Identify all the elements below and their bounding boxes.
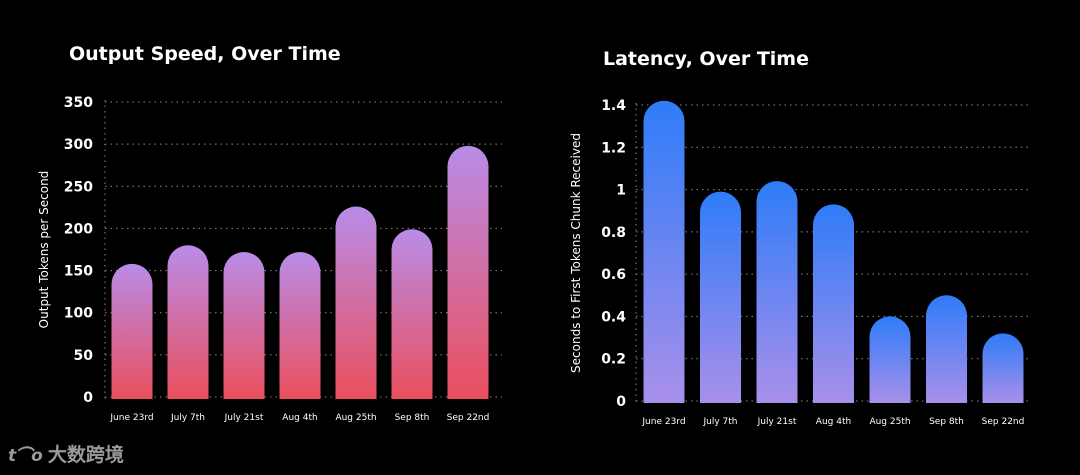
x-tick-label: June 23rd <box>641 417 685 427</box>
y-tick-label: 1 <box>616 183 626 199</box>
y-tick-label: 350 <box>64 95 93 111</box>
watermark-logo-icon: t⌒o <box>8 446 43 466</box>
y-tick-label: 0 <box>616 394 626 410</box>
bar <box>982 333 1024 403</box>
y-tick-label: 300 <box>64 137 93 153</box>
y-axis-label: Output Tokens per Second <box>37 171 51 329</box>
y-tick-label: 50 <box>74 348 94 364</box>
y-tick-label: 250 <box>64 179 93 195</box>
y-tick-label: 0.8 <box>601 225 626 241</box>
x-tick-label: Aug 25th <box>335 413 376 423</box>
watermark: t⌒o 大数跨境 <box>8 440 124 467</box>
y-tick-label: 0.6 <box>601 267 626 283</box>
bar <box>813 204 854 403</box>
bar <box>700 191 741 403</box>
x-tick-label: July 21st <box>224 413 264 423</box>
x-tick-label: Sep 8th <box>395 413 430 423</box>
bar <box>869 316 911 403</box>
bar <box>279 252 321 399</box>
y-tick-label: 0.4 <box>601 309 626 325</box>
x-tick-label: Sep 8th <box>929 417 964 427</box>
x-tick-label: Sep 22nd <box>447 413 490 423</box>
bar <box>335 206 377 399</box>
bar <box>756 181 798 403</box>
x-tick-label: June 23rd <box>109 413 153 423</box>
x-tick-label: July 7th <box>170 413 205 423</box>
y-tick-label: 0.2 <box>601 352 626 368</box>
y-axis-label: Seconds to First Tokens Chunk Received <box>569 133 583 373</box>
y-tick-label: 100 <box>64 306 93 322</box>
bar <box>643 100 685 404</box>
y-tick-label: 1.2 <box>601 140 626 156</box>
output-speed-chart-title: Output Speed, Over Time <box>69 43 341 65</box>
bar <box>111 263 153 399</box>
x-tick-label: Aug 25th <box>869 417 910 427</box>
x-tick-label: Aug 4th <box>816 417 851 427</box>
x-tick-label: Aug 4th <box>282 413 317 423</box>
y-tick-label: 1.4 <box>601 98 626 114</box>
y-tick-label: 200 <box>64 221 93 237</box>
x-tick-label: Sep 22nd <box>982 417 1025 427</box>
x-tick-label: July 21st <box>757 417 797 427</box>
bar <box>223 252 265 399</box>
bar <box>391 229 433 399</box>
watermark-text: 大数跨境 <box>47 444 124 466</box>
bar <box>167 245 209 399</box>
bar <box>447 145 489 399</box>
latency-chart-title: Latency, Over Time <box>603 48 809 70</box>
x-tick-label: July 7th <box>702 417 737 427</box>
y-tick-label: 0 <box>83 390 93 406</box>
bar <box>926 295 967 403</box>
y-tick-label: 150 <box>64 264 93 280</box>
